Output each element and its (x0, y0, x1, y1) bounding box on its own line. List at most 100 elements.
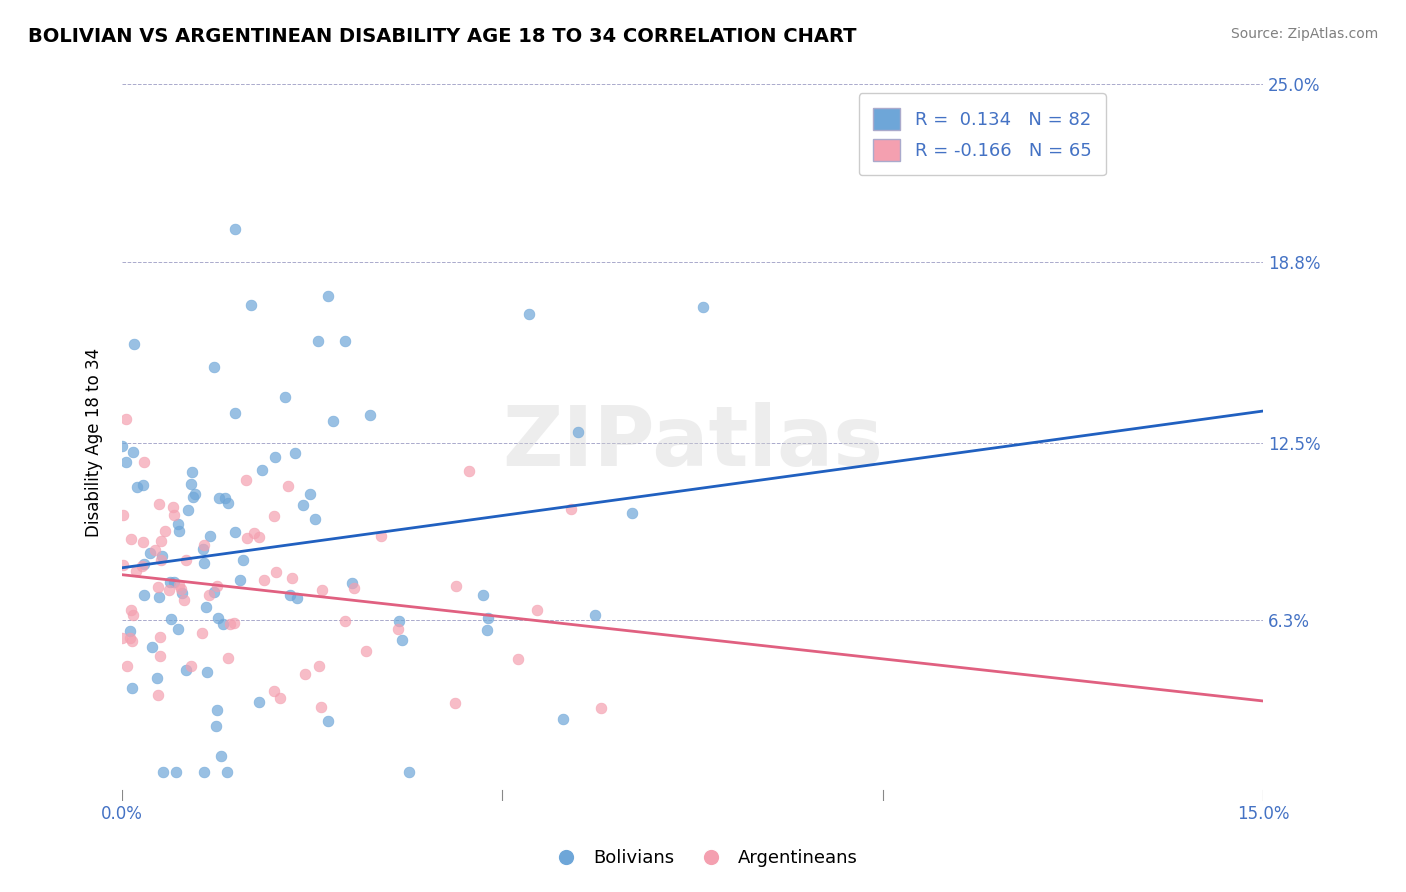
Point (517, 307, 540, 321)
Point (354, 644, 377, 658)
Point (120, 631, 142, 645)
Point (292, 499, 315, 513)
Point (243, 526, 266, 541)
Point (263, 683, 285, 698)
Point (508, 652, 530, 666)
Point (173, 592, 195, 607)
Point (281, 571, 304, 585)
Point (120, 624, 142, 638)
Point (333, 614, 356, 628)
Point (191, 625, 214, 640)
Point (219, 617, 242, 632)
Point (134, 588, 156, 602)
Point (111, 439, 134, 453)
Point (165, 764, 187, 779)
Point (181, 466, 204, 480)
Point (198, 588, 221, 602)
Point (391, 633, 413, 648)
Point (195, 665, 218, 679)
Point (589, 701, 612, 715)
Legend: Bolivians, Argentineans: Bolivians, Argentineans (541, 842, 865, 874)
Point (553, 712, 575, 726)
Point (308, 658, 330, 673)
Point (388, 614, 411, 628)
Point (475, 623, 498, 637)
Point (121, 633, 143, 648)
Point (299, 487, 322, 501)
Point (208, 491, 231, 505)
Point (309, 700, 332, 714)
Text: ZIPatlas: ZIPatlas (502, 402, 883, 483)
Point (359, 408, 381, 422)
Point (342, 575, 364, 590)
Point (167, 622, 190, 636)
Point (112, 508, 135, 522)
Point (526, 603, 548, 617)
Point (121, 681, 143, 695)
Point (163, 574, 186, 589)
Point (180, 476, 202, 491)
Point (214, 491, 236, 505)
Point (304, 512, 326, 526)
Point (387, 622, 409, 636)
Point (322, 413, 344, 427)
Point (247, 530, 270, 544)
Point (148, 591, 170, 605)
Point (444, 579, 467, 593)
Point (149, 533, 172, 548)
Point (204, 719, 226, 733)
Point (311, 582, 333, 597)
Point (193, 556, 215, 570)
Point (278, 588, 301, 602)
Point (111, 631, 134, 645)
Point (131, 558, 153, 573)
Point (217, 496, 239, 510)
Point (263, 508, 285, 523)
Point (316, 714, 339, 728)
Point (132, 478, 155, 492)
Point (692, 300, 714, 314)
Point (567, 425, 589, 440)
Point (122, 445, 145, 459)
Point (560, 501, 582, 516)
Point (122, 336, 145, 351)
Point (198, 529, 221, 543)
Point (209, 748, 232, 763)
Point (277, 479, 299, 493)
Point (150, 553, 173, 567)
Text: Source: ZipAtlas.com: Source: ZipAtlas.com (1230, 27, 1378, 41)
Point (148, 630, 170, 644)
Point (152, 764, 174, 779)
Point (202, 585, 225, 599)
Point (585, 607, 607, 622)
Text: BOLIVIAN VS ARGENTINEAN DISABILITY AGE 18 TO 34 CORRELATION CHART: BOLIVIAN VS ARGENTINEAN DISABILITY AGE 1… (28, 27, 856, 45)
Point (148, 498, 170, 512)
Point (191, 541, 214, 556)
Point (170, 582, 193, 597)
Point (621, 506, 644, 520)
Point (180, 659, 202, 673)
Point (125, 564, 148, 578)
Y-axis label: Disability Age 18 to 34: Disability Age 18 to 34 (86, 348, 103, 537)
Point (316, 289, 339, 303)
Point (240, 298, 263, 312)
Point (157, 582, 180, 597)
Point (284, 446, 307, 460)
Point (285, 591, 308, 605)
Point (370, 529, 392, 543)
Point (121, 608, 143, 623)
Point (174, 552, 197, 566)
Point (228, 573, 250, 587)
Point (471, 588, 494, 602)
Point (222, 615, 245, 630)
Point (132, 534, 155, 549)
Point (115, 455, 138, 469)
Legend: R =  0.134   N = 82, R = -0.166   N = 65: R = 0.134 N = 82, R = -0.166 N = 65 (859, 94, 1107, 176)
Point (294, 667, 316, 681)
Point (174, 663, 197, 677)
Point (115, 412, 138, 426)
Point (163, 508, 186, 522)
Point (217, 764, 239, 779)
Point (159, 574, 181, 589)
Point (138, 546, 160, 560)
